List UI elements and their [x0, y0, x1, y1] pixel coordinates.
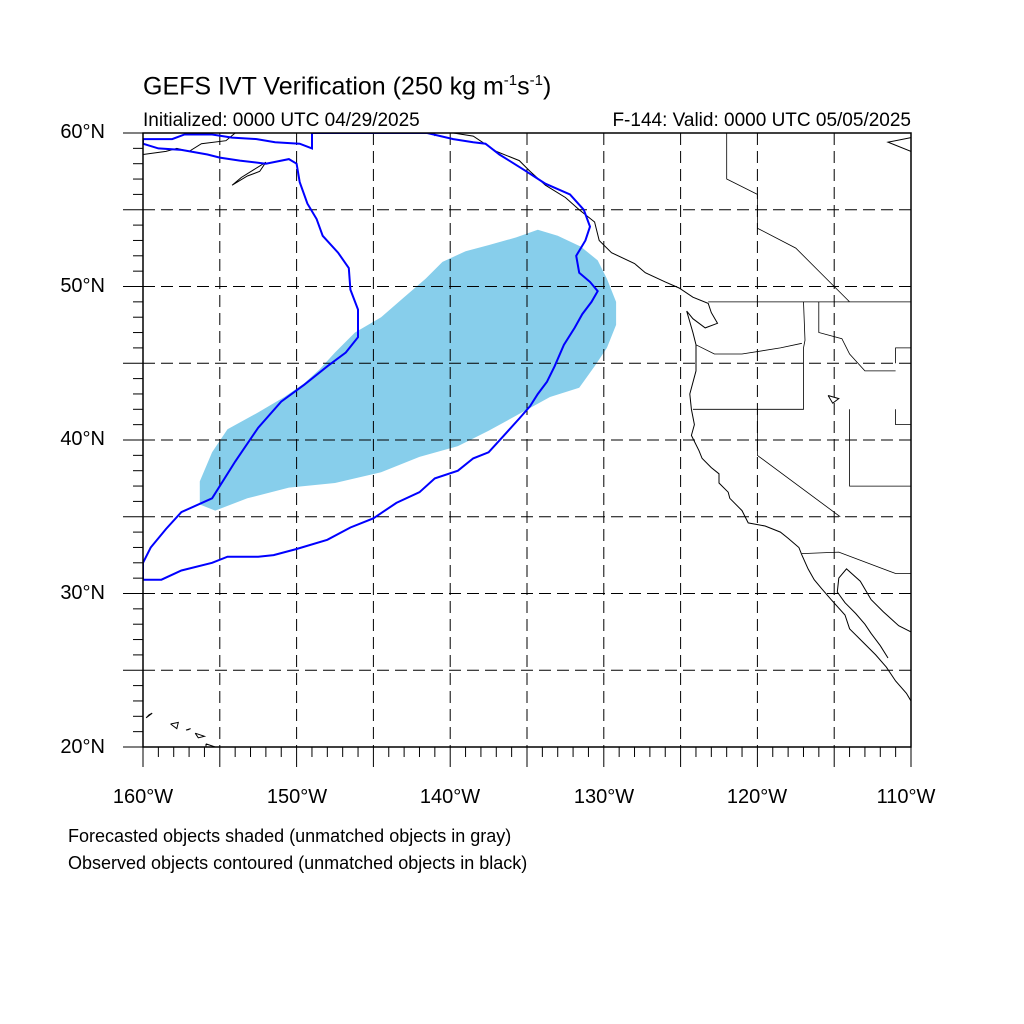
- lon-label-120w: 120°W: [727, 786, 787, 809]
- lon-label-140w: 140°W: [420, 786, 480, 809]
- boundary-line-9: [727, 133, 850, 302]
- boundary-line-2: [757, 409, 840, 517]
- lat-label-50n: 50°N: [45, 275, 105, 298]
- lat-label-30n: 30°N: [45, 582, 105, 605]
- coastline-4: [232, 162, 266, 185]
- lat-label-60n: 60°N: [45, 121, 105, 144]
- coastline-6: [171, 722, 179, 728]
- coastline-5: [146, 713, 152, 718]
- coastline-10: [828, 396, 839, 404]
- coastline-0: [453, 133, 911, 701]
- lon-label-150w: 150°W: [267, 786, 327, 809]
- note-forecast: Forecasted objects shaded (unmatched obj…: [68, 826, 511, 847]
- lon-label-130w: 130°W: [574, 786, 634, 809]
- boundary-line-4: [850, 409, 911, 486]
- lat-label-20n: 20°N: [45, 736, 105, 759]
- boundary-line-5: [896, 409, 911, 424]
- coastline-1: [837, 569, 911, 658]
- boundary-line-8: [696, 343, 802, 354]
- lat-label-40n: 40°N: [45, 428, 105, 451]
- boundary-line-7: [819, 302, 896, 371]
- note-observed: Observed objects contoured (unmatched ob…: [68, 853, 527, 874]
- boundary-line-6: [896, 348, 911, 363]
- coastline-8: [195, 733, 204, 738]
- lon-label-160w: 160°W: [113, 786, 173, 809]
- coastline-7: [186, 729, 191, 731]
- coastline-2: [888, 138, 911, 152]
- boundary-line-1: [693, 302, 805, 409]
- lon-label-110w: 110°W: [877, 786, 936, 809]
- boundary-line-3: [802, 552, 911, 573]
